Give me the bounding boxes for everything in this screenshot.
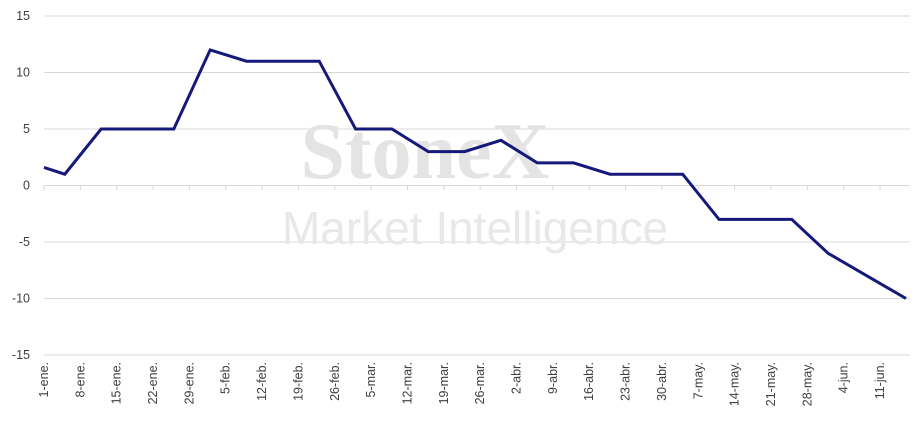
x-tick-label: 29-ene. [182,362,196,404]
y-tick-label: -15 [12,348,30,362]
x-tick-label: 12-mar. [400,362,414,404]
x-tick-label: 1-ene. [37,362,51,397]
x-tick-label: 8-ene. [73,362,87,397]
y-tick-label: 0 [23,179,30,193]
y-tick-label: -10 [12,292,30,306]
x-tick-label: 16-abr. [582,362,596,401]
x-tick-label: 22-ene. [146,362,160,404]
y-tick-label: 15 [16,9,30,23]
series-lines [43,48,907,300]
x-tick-label: 7-may. [691,362,705,399]
x-tick-label: 19-mar. [437,362,451,404]
watermark-subtitle: Market Intelligence [282,202,668,254]
x-tick-label: 21-may. [764,362,778,406]
x-tick-label: 26-mar. [473,362,487,404]
x-tick-label: 26-feb. [328,362,342,401]
y-tick-label: 10 [16,66,30,80]
x-tick-label: 14-may. [728,362,742,406]
y-axis: 15 10 5 0 -5 -10 -15 [12,9,30,362]
x-tick-label: 9-abr. [546,362,560,394]
x-tick-label: 2-abr. [510,362,524,394]
x-tick-label: 19-feb. [291,362,305,401]
y-tick-label: 5 [23,122,30,136]
x-tick-label: 11-jun. [873,362,887,399]
y-tick-label: -5 [19,235,30,249]
gridlines [43,15,910,356]
x-tick-label: 23-abr. [619,362,633,401]
x-axis: 1-ene. 8-ene. 15-ene. 22-ene. 29-ene. 5-feb. 1… [37,362,887,406]
x-tick-label: 30-abr. [655,362,669,401]
x-tick-label: 15-ene. [110,362,124,404]
x-tick-label: 5-feb. [219,362,233,394]
series-line [43,48,907,300]
x-tick-label: 12-feb. [255,362,269,401]
x-tick-label: 4-jun. [837,362,851,393]
watermark-brand: StoneX [301,108,550,196]
x-tick-label: 5-mar. [364,362,378,397]
x-tick-label: 28-may. [800,362,814,406]
